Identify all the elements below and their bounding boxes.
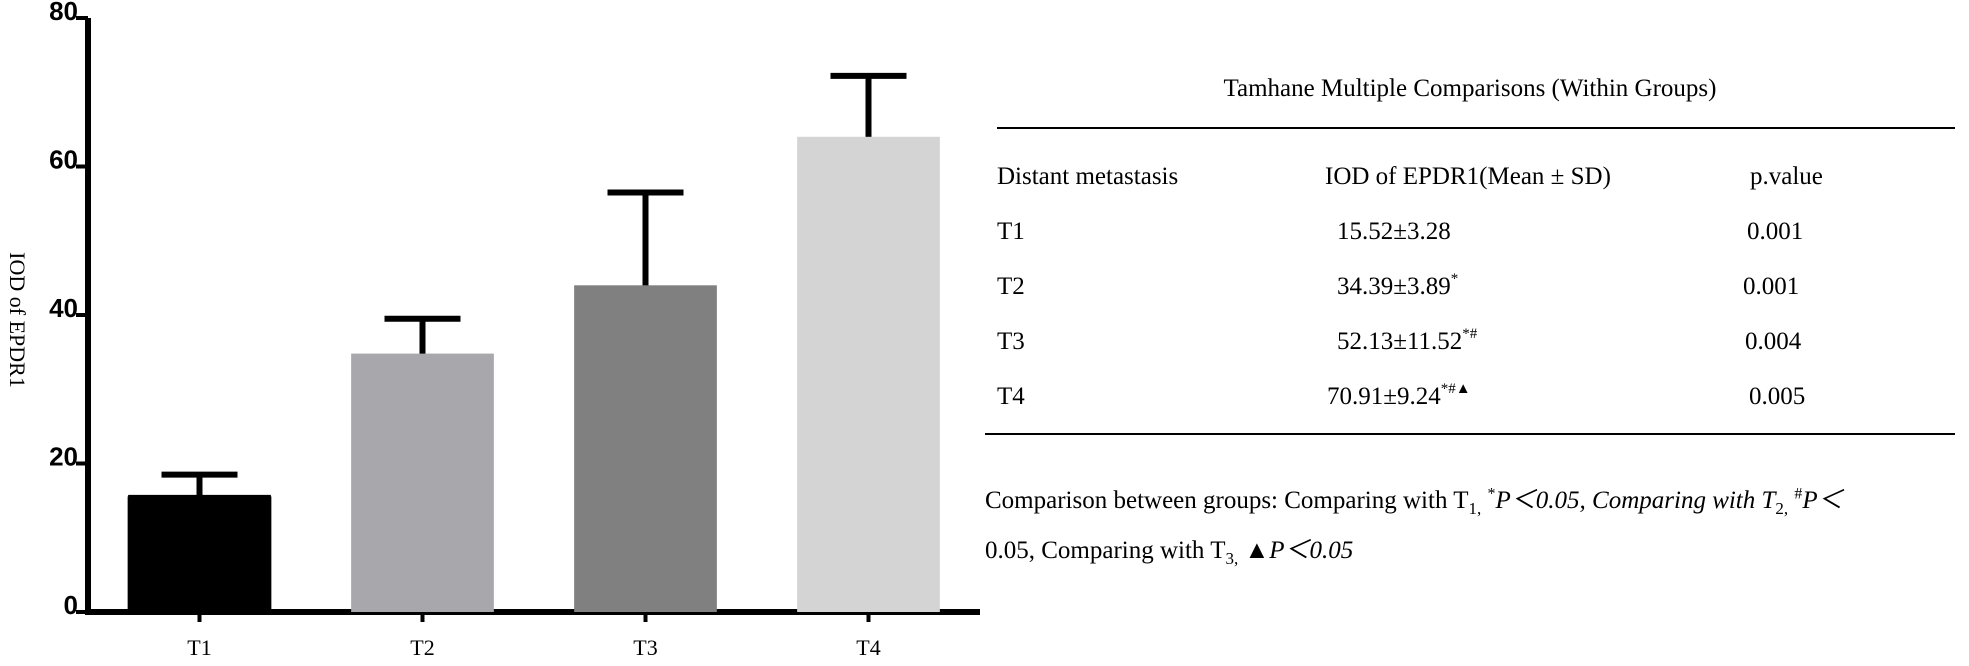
row-mean-sd: 34.39±3.89* xyxy=(1337,271,1459,300)
footnote-line-1: Comparison between groups: Comparing wit… xyxy=(985,485,1843,518)
row-group: T1 xyxy=(997,218,1025,245)
y-axis-label: IOD of EPDR1 xyxy=(5,252,30,388)
bar xyxy=(797,136,940,613)
row-group: T2 xyxy=(997,273,1025,300)
y-tick-label: 0 xyxy=(64,590,78,620)
x-tick-label: T1 xyxy=(187,635,211,660)
row-mean-sd: 15.52±3.28 xyxy=(1337,218,1451,245)
x-tick-label: T3 xyxy=(633,635,657,660)
row-p-value: 0.005 xyxy=(1749,383,1806,410)
y-tick-label: 60 xyxy=(49,145,78,175)
row-group: T3 xyxy=(997,328,1025,355)
bar xyxy=(574,285,717,612)
header-group: Distant metastasis xyxy=(997,163,1179,190)
y-tick-label: 80 xyxy=(49,0,78,26)
bar xyxy=(127,496,272,613)
row-p-value: 0.004 xyxy=(1745,328,1802,355)
table-top-rule xyxy=(997,127,1955,129)
footnote-line-2: 0.05, Comparing with T3, ▲P＜0.05 xyxy=(985,537,1354,568)
bar xyxy=(351,353,494,612)
row-p-value: 0.001 xyxy=(1743,273,1800,300)
header-mean-sd: IOD of EPDR1(Mean ± SD) xyxy=(1325,163,1611,190)
table-title: Tamhane Multiple Comparisons (Within Gro… xyxy=(1223,75,1717,102)
x-tick-label: T2 xyxy=(410,635,434,660)
header-p-value: p.value xyxy=(1750,163,1823,190)
row-mean-sd: 70.91±9.24*#▲ xyxy=(1327,381,1471,410)
bar-chart: 0 20 40 60 80 IOD of EPDR1 T1 T2 T3 T4 xyxy=(5,0,980,660)
row-group: T4 xyxy=(997,383,1025,410)
y-tick-label: 20 xyxy=(49,442,78,472)
row-p-value: 0.001 xyxy=(1747,218,1804,245)
row-mean-sd: 52.13±11.52*# xyxy=(1337,326,1478,355)
table-bottom-rule xyxy=(985,433,1955,435)
y-tick-label: 40 xyxy=(49,293,78,323)
x-tick-label: T4 xyxy=(856,635,880,660)
